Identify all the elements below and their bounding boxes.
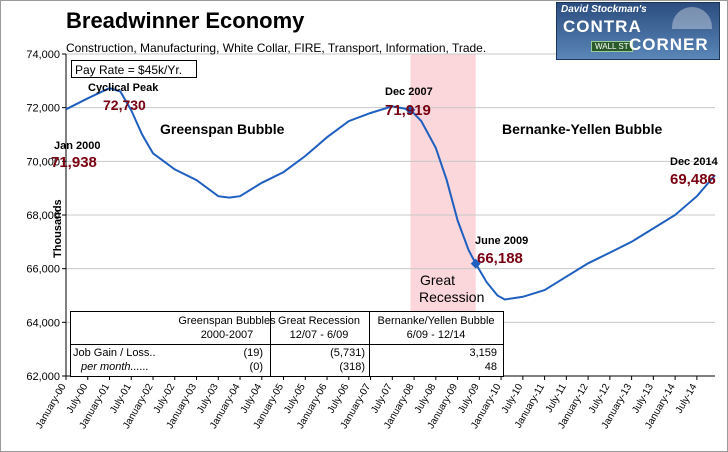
peak-label: Cyclical Peak <box>88 82 159 94</box>
header-recession-2: 12/07 - 6/09 <box>289 329 349 341</box>
table-vrule-1 <box>270 312 271 376</box>
chart-title: Breadwinner Economy <box>66 8 305 33</box>
y-tick-label: 62,000 <box>26 371 60 383</box>
great-recession-label-2: Recession <box>419 289 485 305</box>
y-tick-label: 72,000 <box>26 103 60 115</box>
table-divider <box>71 344 503 345</box>
row-per-month-bernanke: 48 <box>484 361 497 373</box>
row-per-month-greenspan: (0) <box>249 361 263 373</box>
header-recession-1: Great Recession <box>278 315 360 327</box>
jun2009-value: 66,188 <box>477 250 523 267</box>
row-job-gain-greenspan: (19) <box>243 347 263 359</box>
capitol-dome-icon <box>672 7 712 29</box>
logo-contra: CONTRA <box>563 17 642 36</box>
y-tick-label: 70,000 <box>26 156 60 168</box>
logo-author: David Stockman's <box>561 4 647 15</box>
jan2000-value: 71,938 <box>51 154 97 171</box>
great-recession-label-1: Great <box>420 272 456 288</box>
y-tick-label: 66,000 <box>26 264 60 276</box>
row-job-gain-label: Job Gain / Loss.. <box>73 347 156 359</box>
logo-street-sign: WALL ST <box>591 41 633 52</box>
chart-subtitle: Construction, Manufacturing, White Colla… <box>66 41 487 55</box>
job-gain-table: Greenspan Bubbles 2000-2007 Great Recess… <box>70 311 504 377</box>
y-axis-title: Thousands <box>52 199 64 258</box>
dec2014-label: Dec 2014 <box>670 156 718 168</box>
logo-corner: CORNER <box>629 35 709 54</box>
row-job-gain-recession: (5,731) <box>330 347 365 359</box>
jan2000-label: Jan 2000 <box>54 140 101 152</box>
contra-corner-logo: David Stockman's CONTRA WALL ST CORNER <box>556 2 720 60</box>
header-bernanke-2: 6/09 - 12/14 <box>406 329 466 341</box>
y-tick-label: 68,000 <box>26 210 60 222</box>
x-axis: January-00July-00January-01July-01Januar… <box>34 375 715 431</box>
dec2014-value: 69,486 <box>670 171 716 188</box>
series-markers <box>405 104 481 269</box>
pay-rate-box: Pay Rate = $45k/Yr. <box>71 60 197 78</box>
header-greenspan-1: Greenspan Bubbles <box>178 315 276 327</box>
header-bernanke-1: Bernanke/Yellen Bubble <box>377 315 495 327</box>
header-greenspan-2: 2000-2007 <box>200 329 254 341</box>
series-marker <box>405 104 416 115</box>
greenspan-bubble-label: Greenspan Bubble <box>160 121 285 137</box>
table-vrule-2 <box>369 312 370 376</box>
jun2009-label: June 2009 <box>475 235 529 247</box>
row-job-gain-bernanke: 3,159 <box>469 347 497 359</box>
y-axis: 62,000 64,000 66,000 68,000 70,000 72,000 74,0… <box>26 49 67 383</box>
series-marker <box>470 258 481 269</box>
bernanke-yellen-bubble-label: Bernanke-Yellen Bubble <box>502 121 663 137</box>
peak-value: 72,730 <box>103 97 146 113</box>
x-tick-label: January-00 <box>34 382 69 431</box>
x-tick-label: July-14 <box>674 382 700 416</box>
row-per-month-label: per month...... <box>81 361 149 373</box>
dec2007-label: Dec 2007 <box>385 86 433 98</box>
y-tick-label: 64,000 <box>26 317 60 329</box>
dec2007-value: 71,919 <box>385 102 431 119</box>
y-tick-label: 74,000 <box>26 49 60 61</box>
row-per-month-recession: (318) <box>339 361 365 373</box>
